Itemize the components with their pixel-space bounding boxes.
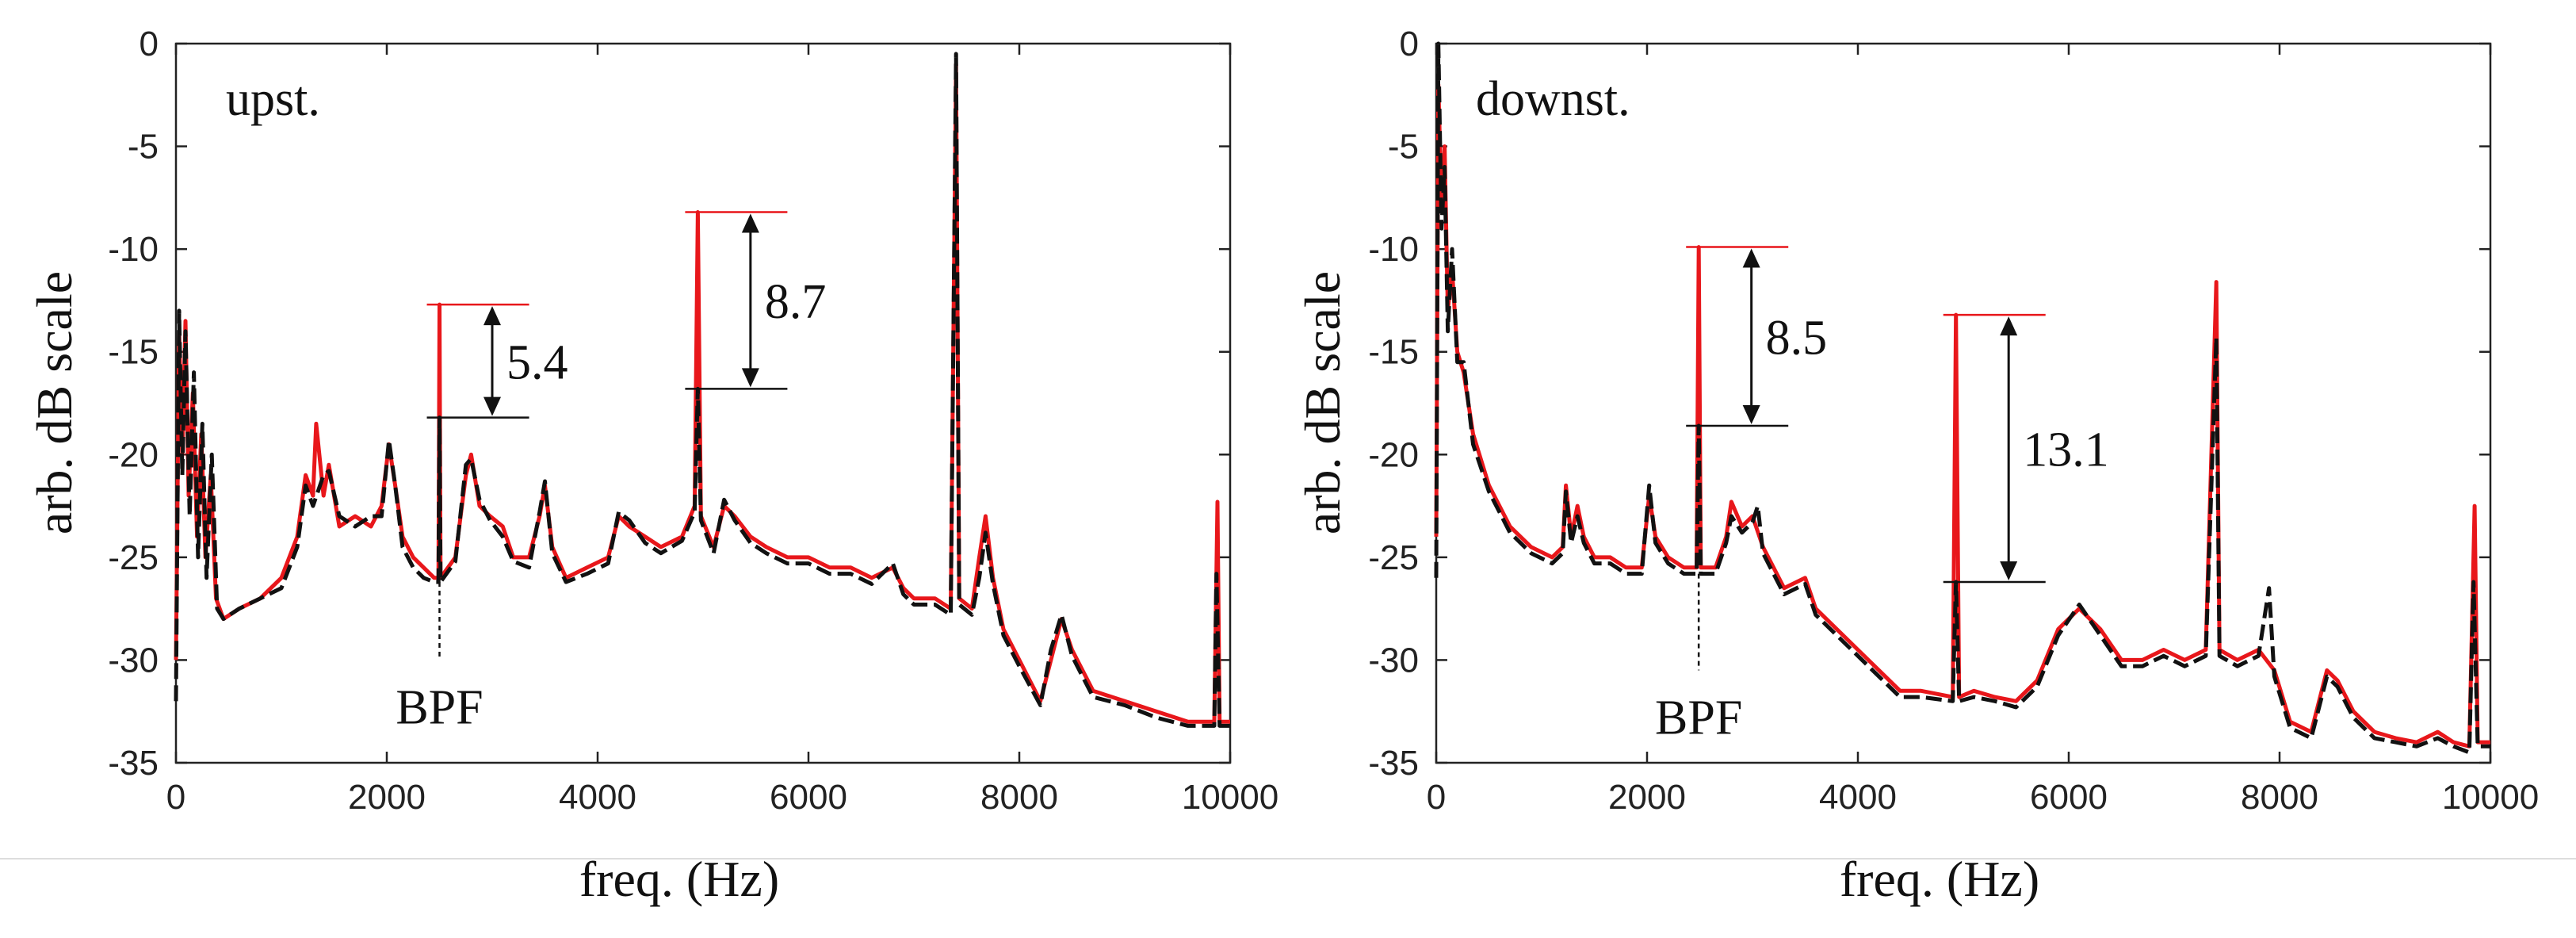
x-tick-label: 2000 — [348, 778, 426, 817]
diff-arrow-head-up — [2000, 316, 2018, 336]
x-tick-label: 6000 — [770, 778, 847, 817]
y-axis-label: arb. dB scale — [26, 271, 82, 534]
y-tick-label: -20 — [108, 435, 159, 474]
x-tick-label: 4000 — [1819, 778, 1897, 817]
x-tick-label: 8000 — [980, 778, 1058, 817]
y-tick-label: -35 — [108, 744, 159, 783]
y-tick-label: -30 — [108, 641, 159, 680]
x-axis-label: freq. (Hz) — [1840, 851, 2039, 907]
y-tick-label: -5 — [128, 128, 159, 167]
y-tick-label: -15 — [108, 333, 159, 372]
diff-arrow-head-down — [1742, 405, 1760, 425]
y-tick-label: -10 — [108, 230, 159, 269]
diff-arrow-head-up — [1742, 248, 1760, 268]
plot-frame — [174, 42, 1232, 764]
y-tick-label: -15 — [1368, 333, 1419, 372]
diff-arrow-head-up — [483, 306, 501, 326]
series-black-dashed-line — [1434, 41, 2490, 755]
panel-label: upst. — [226, 72, 320, 126]
x-tick-label: 10000 — [2442, 778, 2539, 817]
y-tick-label: -30 — [1368, 641, 1419, 680]
y-tick-label: 0 — [1400, 25, 1419, 63]
x-tick-label: 0 — [1427, 778, 1446, 817]
y-tick-label: -35 — [1368, 744, 1419, 783]
x-tick-label: 0 — [166, 778, 185, 817]
diff-value-label: 5.4 — [506, 335, 568, 389]
diff-arrow-head-up — [741, 213, 759, 233]
x-tick-label: 10000 — [1182, 778, 1278, 817]
panel-label: downst. — [1476, 72, 1630, 126]
x-tick-label: 4000 — [559, 778, 636, 817]
y-tick-label: -10 — [1368, 230, 1419, 269]
series-red-line — [1434, 82, 2490, 748]
bpf-label: BPF — [1655, 691, 1742, 745]
plot-frame — [1435, 42, 2492, 764]
y-tick-label: -5 — [1388, 128, 1419, 167]
x-axis-label: freq. (Hz) — [579, 851, 779, 907]
series-red-line — [174, 62, 1230, 724]
bpf-label: BPF — [396, 680, 483, 734]
y-tick-label: -25 — [108, 538, 159, 577]
y-tick-label: -25 — [1368, 538, 1419, 577]
x-tick-label: 2000 — [1608, 778, 1686, 817]
diff-arrow-head-down — [483, 396, 501, 416]
x-tick-label: 6000 — [2030, 778, 2108, 817]
diff-value-label: 8.5 — [1766, 311, 1828, 365]
x-tick-label: 8000 — [2241, 778, 2318, 817]
panel-upstream: 0 2000 4000 6000 8000 10000 0 -5 -10 -15 -20 -25 -30… — [26, 25, 1278, 907]
y-tick-label: 0 — [140, 25, 159, 63]
y-axis-label: arb. dB scale — [1294, 271, 1351, 534]
panel-downstream: 0 2000 4000 6000 8000 10000 0 -5 -10 -15 -20 -25 -30… — [1294, 25, 2539, 907]
diff-arrow-head-down — [2000, 561, 2018, 580]
diff-value-label: 8.7 — [765, 275, 827, 329]
diff-value-label: 13.1 — [2023, 423, 2109, 477]
diff-arrow-head-down — [741, 368, 759, 388]
y-tick-label: -20 — [1368, 435, 1419, 474]
series-black-dashed-line — [174, 52, 1230, 728]
